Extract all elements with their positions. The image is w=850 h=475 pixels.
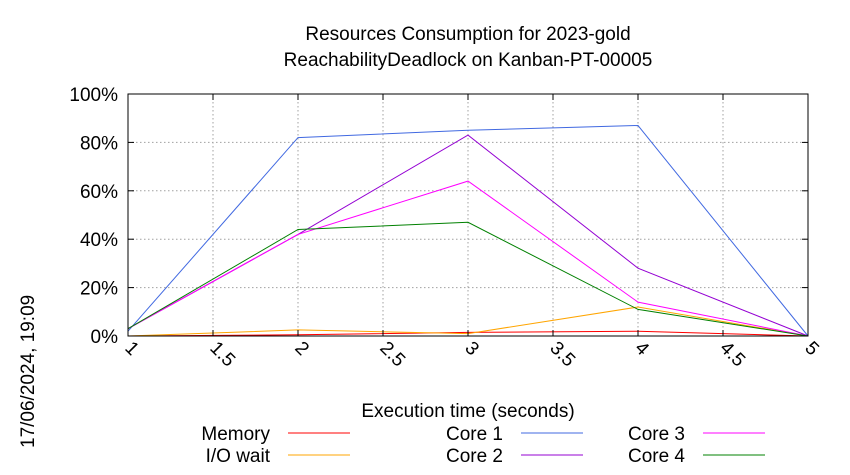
series-line-core-2 <box>127 134 809 337</box>
x-tick-label: 1 <box>120 338 142 360</box>
x-axis: 1 1.5 2 2.5 3 3.5 4 4.5 5 <box>120 94 823 372</box>
legend-label: Core 3 <box>628 424 685 445</box>
x-tick-label: 5 <box>800 338 822 360</box>
x-tick-label: 4.5 <box>715 338 749 372</box>
y-tick-label: 80% <box>80 133 118 154</box>
x-tick-label: 4 <box>630 338 653 361</box>
x-tick-label: 3 <box>460 338 482 360</box>
y-tick-label: 40% <box>80 230 118 251</box>
y-tick-label: 100% <box>69 85 118 106</box>
y-tick-label: 20% <box>80 279 118 300</box>
series-line-core-1 <box>127 124 809 337</box>
chart-subtitle: ReachabilityDeadlock on Kanban-PT-00005 <box>284 50 653 71</box>
legend-label: Core 2 <box>446 446 503 467</box>
x-tick-label: 1.5 <box>205 338 239 372</box>
timestamp: 17/06/2024, 19:09 <box>18 295 39 448</box>
x-axis-label: Execution time (seconds) <box>361 401 574 422</box>
y-axis: 0% 20% 40% 60% 80% 100% <box>69 85 808 348</box>
y-tick-label: 60% <box>80 182 118 203</box>
plot-series <box>127 124 809 337</box>
series-line-core-4 <box>127 221 809 337</box>
x-tick-label: 2 <box>290 338 312 360</box>
legend-label: Core 1 <box>446 424 503 445</box>
chart-title: Resources Consumption for 2023-gold <box>305 24 630 45</box>
x-tick-label: 3.5 <box>545 338 579 372</box>
legend-label: I/O wait <box>206 446 271 467</box>
series-line-core-3 <box>127 180 809 337</box>
y-tick-label: 0% <box>91 327 119 348</box>
x-tick-label: 2.5 <box>375 338 409 372</box>
legend-label: Core 4 <box>628 446 685 467</box>
legend-label: Memory <box>201 424 270 445</box>
